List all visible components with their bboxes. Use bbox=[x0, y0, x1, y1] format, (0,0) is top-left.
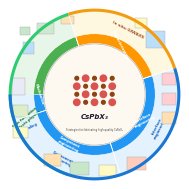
FancyBboxPatch shape bbox=[146, 31, 165, 48]
Circle shape bbox=[75, 76, 79, 80]
FancyBboxPatch shape bbox=[127, 157, 146, 170]
FancyBboxPatch shape bbox=[20, 27, 30, 36]
Circle shape bbox=[82, 91, 89, 98]
Circle shape bbox=[101, 100, 105, 104]
Wedge shape bbox=[34, 37, 79, 152]
Wedge shape bbox=[10, 14, 76, 175]
Circle shape bbox=[74, 99, 80, 105]
Circle shape bbox=[82, 75, 89, 81]
Wedge shape bbox=[37, 110, 113, 155]
Text: Annealing: Annealing bbox=[21, 121, 39, 133]
Wedge shape bbox=[113, 68, 179, 175]
FancyBboxPatch shape bbox=[37, 23, 54, 34]
FancyBboxPatch shape bbox=[61, 16, 74, 24]
Text: In situ GIWAXS: In situ GIWAXS bbox=[111, 20, 144, 40]
Text: Mechanism: Mechanism bbox=[33, 83, 44, 106]
Circle shape bbox=[110, 76, 114, 80]
FancyBboxPatch shape bbox=[162, 73, 176, 85]
Circle shape bbox=[110, 92, 114, 96]
FancyBboxPatch shape bbox=[162, 112, 176, 124]
Circle shape bbox=[93, 92, 96, 96]
Wedge shape bbox=[34, 94, 46, 113]
FancyBboxPatch shape bbox=[162, 93, 176, 105]
Text: Interface
engineering: Interface engineering bbox=[150, 115, 168, 140]
Circle shape bbox=[91, 99, 98, 105]
FancyBboxPatch shape bbox=[12, 78, 25, 94]
Text: Characterization: Characterization bbox=[111, 29, 129, 60]
Circle shape bbox=[91, 83, 98, 89]
FancyBboxPatch shape bbox=[70, 162, 89, 175]
Circle shape bbox=[74, 83, 80, 89]
Text: Strategies for fabricating high-quality CsPbX₃: Strategies for fabricating high-quality … bbox=[66, 128, 123, 132]
Text: CsPbX₃: CsPbX₃ bbox=[81, 114, 108, 120]
FancyBboxPatch shape bbox=[13, 127, 28, 138]
Wedge shape bbox=[110, 76, 155, 152]
Wedge shape bbox=[76, 34, 152, 79]
FancyBboxPatch shape bbox=[13, 105, 28, 117]
FancyBboxPatch shape bbox=[135, 18, 147, 28]
Circle shape bbox=[101, 84, 105, 88]
Text: Interface
engineering: Interface engineering bbox=[132, 111, 156, 129]
Circle shape bbox=[100, 91, 107, 98]
Circle shape bbox=[109, 99, 115, 105]
Text: Film formation
Defects physics: Film formation Defects physics bbox=[11, 106, 41, 133]
Wedge shape bbox=[14, 113, 121, 179]
Wedge shape bbox=[10, 94, 37, 121]
Circle shape bbox=[109, 83, 115, 89]
Circle shape bbox=[44, 44, 145, 145]
Wedge shape bbox=[68, 10, 175, 76]
Text: Component
engineering: Component engineering bbox=[49, 150, 74, 168]
Circle shape bbox=[100, 75, 107, 81]
Circle shape bbox=[84, 84, 88, 88]
FancyBboxPatch shape bbox=[99, 165, 116, 176]
FancyBboxPatch shape bbox=[23, 42, 34, 54]
Circle shape bbox=[75, 92, 79, 96]
Circle shape bbox=[84, 100, 88, 104]
Circle shape bbox=[93, 76, 96, 80]
Text: Component
engineering: Component engineering bbox=[57, 135, 81, 153]
Circle shape bbox=[10, 10, 179, 179]
FancyBboxPatch shape bbox=[44, 154, 61, 166]
